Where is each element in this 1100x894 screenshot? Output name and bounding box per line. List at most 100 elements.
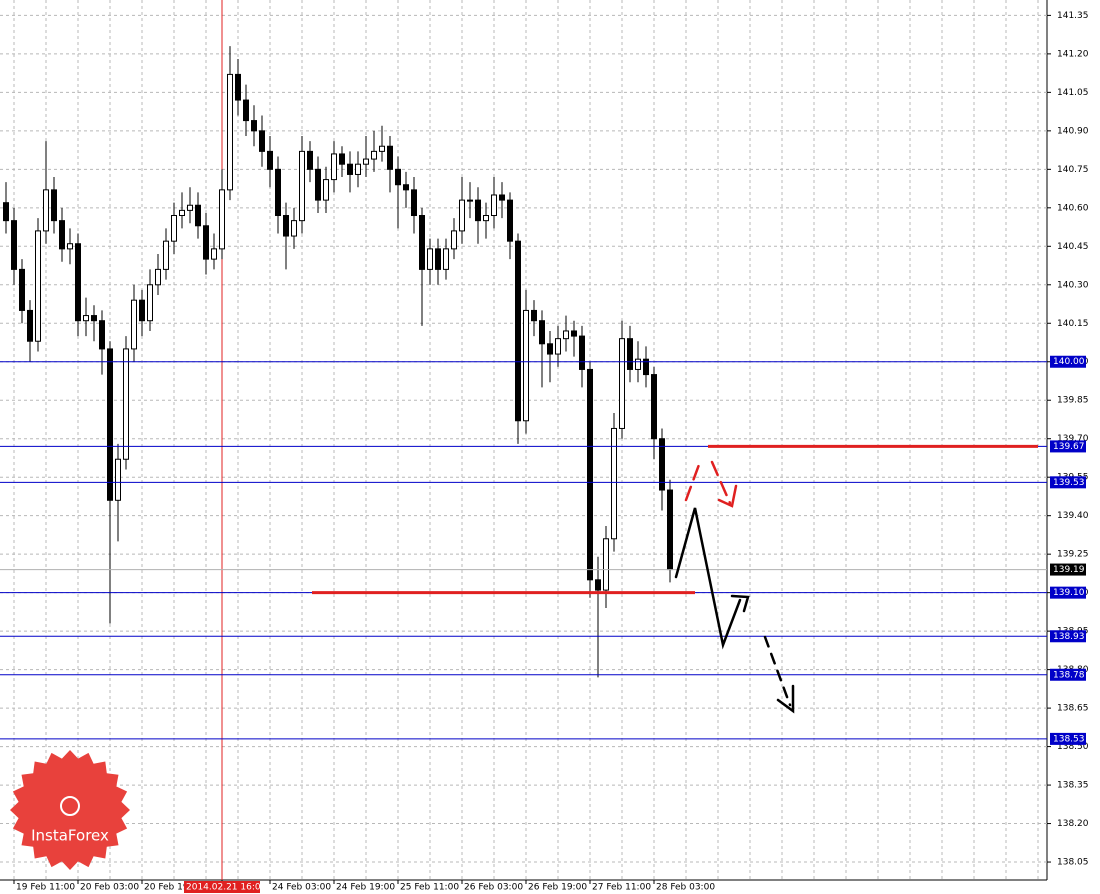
- candle-body: [59, 220, 65, 250]
- candle-body: [515, 240, 521, 422]
- y-tick-label: 141.05: [1057, 88, 1089, 98]
- candle-body: [195, 204, 201, 227]
- y-tick-label: 141.35: [1057, 11, 1089, 21]
- y-tick-label: 139.85: [1057, 396, 1089, 406]
- arrow-head: [717, 484, 738, 508]
- candle-body: [499, 194, 505, 201]
- candle-body: [395, 168, 401, 186]
- candle-body: [67, 243, 73, 250]
- candle-body: [667, 489, 673, 571]
- y-tick-label: 138.05: [1057, 858, 1089, 868]
- candle-body: [659, 438, 665, 491]
- candle-body: [19, 268, 25, 311]
- candle-body: [531, 309, 537, 322]
- candle-body: [387, 145, 393, 170]
- candle-body: [115, 458, 121, 501]
- candle-body: [451, 230, 457, 250]
- y-tick-label: 139.70: [1057, 434, 1089, 444]
- level-label: 138.93: [1053, 632, 1085, 642]
- x-tick-label: 27 Feb 11:00: [592, 883, 651, 893]
- candle-body: [291, 220, 297, 237]
- level-label-box: [1050, 668, 1086, 681]
- level-label-box: [1050, 440, 1086, 453]
- candle-body: [427, 248, 433, 270]
- x-tick-label: 26 Feb 19:00: [528, 883, 587, 893]
- candle-body: [299, 150, 305, 222]
- candle-body: [203, 225, 209, 260]
- y-tick-label: 138.20: [1057, 819, 1089, 829]
- y-tick-label: 138.35: [1057, 781, 1089, 791]
- candle-body: [595, 579, 601, 591]
- logo-badge: [10, 750, 130, 870]
- candle-body: [51, 189, 57, 222]
- candle-body: [635, 358, 641, 370]
- candle-body: [563, 330, 569, 340]
- y-tick-label: 140.30: [1057, 280, 1089, 290]
- x-tick-label: 24 Feb 03:00: [272, 883, 331, 893]
- candle-body: [99, 320, 105, 350]
- y-tick-label: 140.90: [1057, 126, 1089, 136]
- level-label: 139.67: [1053, 442, 1085, 452]
- level-label-box: [1050, 355, 1086, 368]
- candle-body: [555, 338, 561, 355]
- x-tick-label: 25 Feb 11:00: [400, 883, 459, 893]
- candle-body: [539, 320, 545, 345]
- candle-body: [443, 248, 449, 270]
- candle-body: [171, 215, 177, 242]
- candle-body: [283, 215, 289, 237]
- candle-body: [211, 248, 217, 260]
- logo-text: InstaForex: [31, 827, 109, 845]
- candle-body: [347, 163, 353, 175]
- candle-body: [579, 335, 585, 370]
- candle-body: [611, 427, 617, 540]
- candle-body: [403, 184, 409, 191]
- level-label-box: [1050, 586, 1086, 599]
- candle-body: [475, 199, 481, 222]
- y-tick-label: 140.45: [1057, 242, 1089, 252]
- y-tick-label: 141.20: [1057, 49, 1089, 59]
- x-tick-label: 20 Feb 19:: [144, 883, 192, 893]
- logo-icon: [60, 796, 80, 816]
- arrow-head: [730, 594, 750, 613]
- level-label-box: [1050, 476, 1086, 489]
- candle-body: [131, 299, 137, 350]
- candle-body: [315, 168, 321, 201]
- candle-body: [27, 309, 33, 342]
- level-label: 138.53: [1053, 734, 1085, 744]
- candle-body: [419, 215, 425, 270]
- candle-body: [155, 268, 161, 286]
- candle-body: [411, 189, 417, 217]
- candle-body: [547, 343, 553, 355]
- forecast-arrows: [674, 460, 795, 714]
- candle-body: [523, 309, 529, 422]
- candle-body: [147, 284, 153, 322]
- y-tick-label: 140.75: [1057, 165, 1089, 175]
- level-label-box: [1050, 630, 1086, 643]
- candle-body: [587, 368, 593, 581]
- candle-body: [3, 202, 9, 222]
- candle-body: [83, 315, 89, 322]
- candle-body: [43, 189, 49, 232]
- candle-body: [219, 189, 225, 250]
- arrow-head: [776, 684, 795, 714]
- y-tick-label: 139.40: [1057, 511, 1089, 521]
- candle-body: [331, 153, 337, 181]
- y-tick-label: 138.50: [1057, 742, 1089, 752]
- x-tick-label: 28 Feb 03:00: [656, 883, 715, 893]
- candle-body: [75, 243, 81, 322]
- candle-body: [91, 315, 97, 322]
- current-price-box: [1050, 563, 1086, 576]
- candle-body: [307, 150, 313, 170]
- candle-body: [267, 150, 273, 170]
- x-tick-label: 24 Feb 19:00: [336, 883, 395, 893]
- candle-body: [139, 299, 145, 322]
- candle-body: [651, 374, 657, 440]
- candle-body: [363, 158, 369, 165]
- candle-body: [259, 130, 265, 152]
- crosshair-label-box: [184, 881, 260, 893]
- y-tick-label: 138.65: [1057, 704, 1089, 714]
- level-label: 139.53: [1053, 478, 1085, 488]
- candle-body: [643, 358, 649, 376]
- candle-body: [323, 179, 329, 201]
- x-tick-label: 26 Feb 03:00: [464, 883, 523, 893]
